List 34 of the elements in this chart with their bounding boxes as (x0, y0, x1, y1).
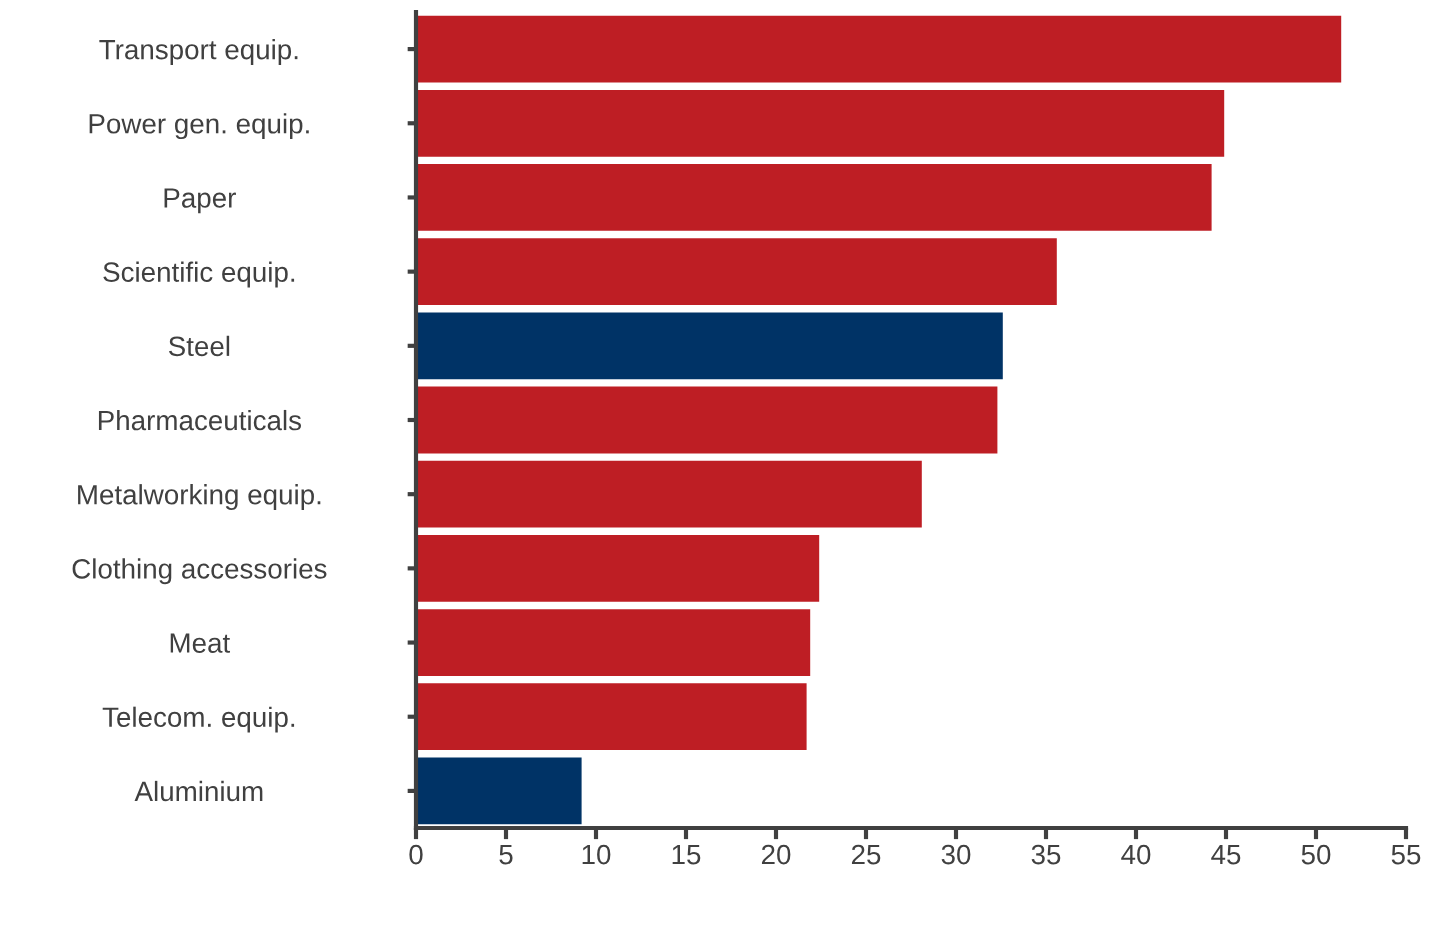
x-tick-label: 10 (582, 844, 611, 865)
x-tick-label: 20 (761, 844, 791, 865)
bar (416, 386, 998, 454)
x-tick-label: 45 (1211, 844, 1241, 865)
bar (416, 312, 1003, 380)
x-tick-label: 0 (409, 844, 423, 865)
x-tick-label: 15 (672, 844, 701, 865)
bar (416, 683, 807, 751)
bar (416, 89, 1225, 157)
y-tick-label: Metalworking equip. (78, 484, 321, 511)
x-tick-label: 55 (1391, 844, 1421, 865)
y-tick-label: Aluminium (134, 780, 263, 802)
y-tick-label: Steel (168, 335, 230, 357)
y-tick-label: Telecom. equip. (102, 706, 295, 733)
x-tick-label: 40 (1121, 844, 1151, 865)
bar (416, 460, 922, 528)
y-tick-label: Meat (170, 633, 231, 653)
y-tick-label: Pharmaceuticals (98, 409, 301, 431)
bar (416, 757, 582, 825)
y-tick-label: Power gen. equip. (89, 113, 309, 140)
bar (416, 15, 1342, 83)
bar (416, 164, 1212, 231)
x-tick-label: 30 (941, 844, 971, 865)
x-tick-label: 5 (499, 844, 513, 865)
bar (416, 609, 811, 676)
bar (416, 238, 1057, 306)
y-tick-label: Clothing accessories (72, 558, 327, 585)
y-tick-label: Paper (164, 188, 236, 214)
x-tick-label: 50 (1301, 844, 1331, 865)
y-tick-label: Transport equip. (99, 39, 298, 65)
y-tick-label: Scientific equip. (103, 261, 295, 288)
x-tick-label: 25 (851, 844, 881, 865)
x-tick-label: 35 (1031, 844, 1061, 865)
bar (416, 534, 820, 602)
